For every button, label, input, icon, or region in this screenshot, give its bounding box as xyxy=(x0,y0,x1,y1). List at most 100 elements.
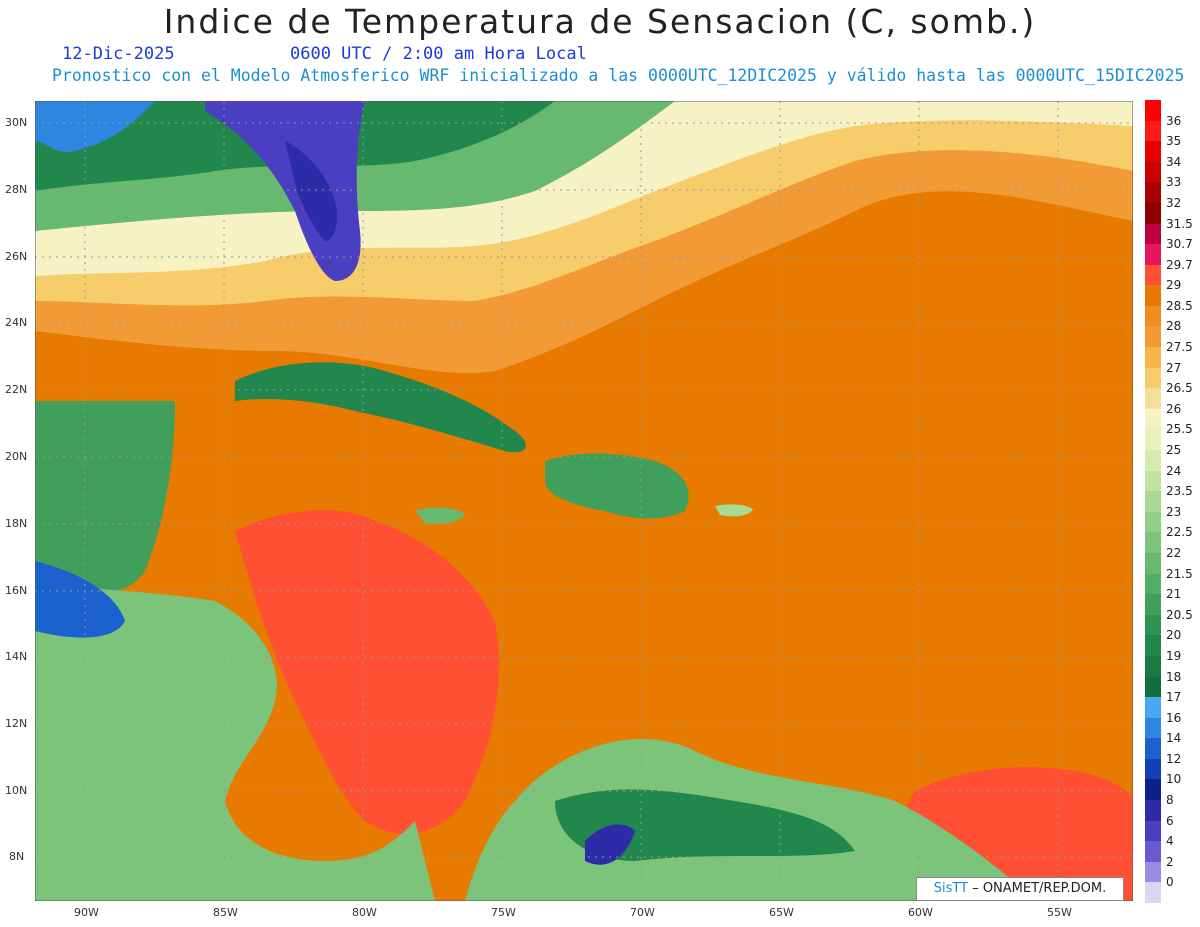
legend-swatch xyxy=(1145,738,1161,759)
lon-label: 55W xyxy=(1047,906,1072,919)
legend-swatch xyxy=(1145,697,1161,718)
legend-swatch xyxy=(1145,285,1161,306)
legend-label: 25 xyxy=(1166,443,1182,458)
lat-label: 28N xyxy=(5,183,28,196)
legend-label: 32 xyxy=(1166,195,1182,210)
legend-label: 28.5 xyxy=(1166,298,1193,313)
central-america xyxy=(35,581,435,901)
legend-swatch xyxy=(1145,594,1161,615)
map-title: Indice de Temperatura de Sensacion (C, s… xyxy=(163,2,1037,41)
legend-swatch xyxy=(1145,223,1161,245)
lon-label: 70W xyxy=(630,906,655,919)
lat-label: 16N xyxy=(5,584,28,597)
legend-label: 21 xyxy=(1166,587,1182,602)
legend-swatch xyxy=(1145,182,1161,203)
legend-swatch xyxy=(1145,532,1161,553)
legend-label: 30.7 xyxy=(1166,237,1193,252)
yucatan xyxy=(35,401,175,595)
lon-label: 75W xyxy=(491,906,516,919)
legend-label: 28 xyxy=(1166,319,1182,334)
legend-label: 24 xyxy=(1166,463,1182,478)
legend-swatch xyxy=(1145,655,1161,677)
legend-label: 27 xyxy=(1166,360,1182,375)
legend-swatch xyxy=(1145,511,1161,533)
legend-swatch xyxy=(1145,408,1161,430)
legend-swatch xyxy=(1145,491,1161,512)
legend-swatch xyxy=(1145,141,1161,162)
legend-swatch xyxy=(1145,429,1161,450)
legend-swatch xyxy=(1145,470,1161,492)
legend-swatch xyxy=(1145,347,1161,368)
legend-label: 36 xyxy=(1166,113,1182,128)
legend-label: 0 xyxy=(1166,875,1174,890)
legend-swatch xyxy=(1145,244,1161,265)
legend-swatch xyxy=(1145,635,1161,656)
legend-label: 17 xyxy=(1166,690,1182,705)
warm-core-west xyxy=(235,510,499,835)
legend-label: 26.5 xyxy=(1166,381,1193,396)
legend-label: 22.5 xyxy=(1166,525,1193,540)
date-label: 12-Dic-2025 xyxy=(62,44,175,64)
legend-label: 34 xyxy=(1166,154,1182,169)
legend-swatch xyxy=(1145,779,1161,801)
lat-label: 24N xyxy=(5,316,28,329)
legend-label: 4 xyxy=(1166,834,1174,849)
lon-label: 65W xyxy=(769,906,794,919)
credit-text: – ONAMET/REP.DOM. xyxy=(968,881,1107,896)
cuba xyxy=(235,362,526,453)
legend-swatch xyxy=(1145,882,1161,903)
lon-label: 60W xyxy=(908,906,933,919)
credit-box: SisTT – ONAMET/REP.DOM. xyxy=(916,877,1124,901)
florida-core xyxy=(285,141,337,241)
legend-label: 18 xyxy=(1166,669,1182,684)
legend-label: 14 xyxy=(1166,731,1182,746)
legend-label: 27.5 xyxy=(1166,340,1193,355)
legend-swatch xyxy=(1145,676,1161,698)
forecast-info: Pronostico con el Modelo Atmosferico WRF… xyxy=(52,66,1185,85)
legend-swatch xyxy=(1145,100,1161,121)
legend-label: 20.5 xyxy=(1166,607,1193,622)
legend-swatch xyxy=(1145,388,1161,409)
puerto-rico xyxy=(715,504,753,517)
legend-swatch xyxy=(1145,202,1161,224)
lon-label: 85W xyxy=(213,906,238,919)
lat-label: 8N xyxy=(9,850,25,863)
legend-swatch xyxy=(1145,367,1161,389)
legend-label: 10 xyxy=(1166,772,1182,787)
lon-label: 90W xyxy=(74,906,99,919)
graticule xyxy=(35,101,1133,901)
legend-label: 26 xyxy=(1166,401,1182,416)
lat-label: 12N xyxy=(5,717,28,730)
legend-swatch xyxy=(1145,758,1161,780)
legend-label: 25.5 xyxy=(1166,422,1193,437)
legend-label: 21.5 xyxy=(1166,566,1193,581)
legend-label: 29 xyxy=(1166,278,1182,293)
lat-label: 26N xyxy=(5,250,28,263)
lat-label: 14N xyxy=(5,650,28,663)
lat-label: 10N xyxy=(5,784,28,797)
lon-label: 80W xyxy=(352,906,377,919)
legend-label: 8 xyxy=(1166,793,1174,808)
legend-label: 23 xyxy=(1166,504,1182,519)
legend-label: 33 xyxy=(1166,175,1182,190)
legend-swatch xyxy=(1145,841,1161,862)
legend-swatch xyxy=(1145,120,1161,142)
hispaniola xyxy=(545,453,689,519)
lat-label: 18N xyxy=(5,517,28,530)
legend-label: 23.5 xyxy=(1166,484,1193,499)
legend-label: 12 xyxy=(1166,751,1182,766)
legend-swatch xyxy=(1145,326,1161,348)
legend-label: 6 xyxy=(1166,813,1174,828)
legend-label: 16 xyxy=(1166,710,1182,725)
lat-label: 20N xyxy=(5,450,28,463)
legend-swatch xyxy=(1145,614,1161,636)
heat-index-map xyxy=(35,101,1133,901)
legend-swatch xyxy=(1145,861,1161,883)
legend-label: 29.7 xyxy=(1166,257,1193,272)
legend-swatch xyxy=(1145,161,1161,183)
time-label: 0600 UTC / 2:00 am Hora Local xyxy=(290,44,587,64)
jamaica xyxy=(415,507,465,524)
legend-swatch xyxy=(1145,450,1161,471)
legend-swatch xyxy=(1145,573,1161,595)
legend-label: 35 xyxy=(1166,134,1182,149)
